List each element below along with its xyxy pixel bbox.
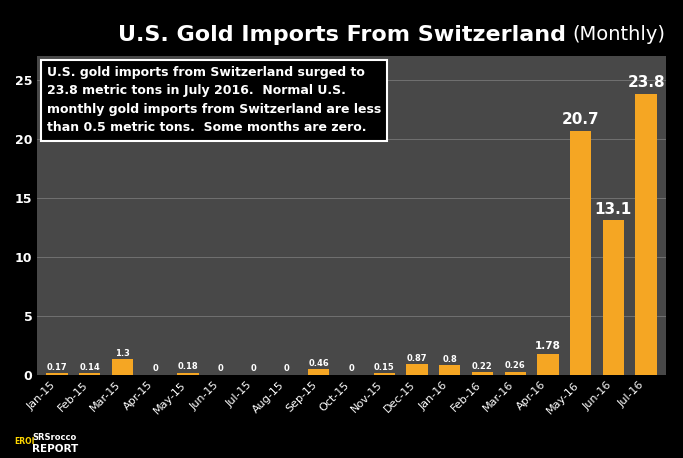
Text: U.S. gold imports from Switzerland surged to
23.8 metric tons in July 2016.  Nor: U.S. gold imports from Switzerland surge…: [47, 66, 381, 134]
Text: 1.78: 1.78: [535, 341, 561, 351]
Bar: [46, 373, 68, 375]
Text: SRSrocco: SRSrocco: [33, 433, 76, 442]
Text: REPORT: REPORT: [31, 444, 78, 454]
Text: EROI: EROI: [14, 437, 35, 447]
Text: 0: 0: [348, 364, 354, 372]
Bar: [406, 365, 428, 375]
Bar: [635, 94, 657, 375]
Bar: [472, 372, 493, 375]
Text: 0: 0: [283, 364, 289, 372]
Bar: [538, 354, 559, 375]
Text: 13.1: 13.1: [595, 202, 632, 217]
Bar: [570, 131, 591, 375]
Bar: [374, 373, 395, 375]
Bar: [308, 369, 329, 375]
Text: U.S. Gold Imports From Switzerland: U.S. Gold Imports From Switzerland: [117, 25, 566, 45]
Bar: [79, 373, 100, 375]
Text: 0.14: 0.14: [79, 363, 100, 372]
Bar: [602, 220, 624, 375]
Bar: [178, 372, 199, 375]
Text: 0.26: 0.26: [505, 361, 525, 371]
Text: 0.15: 0.15: [374, 363, 395, 372]
Text: 0.8: 0.8: [443, 355, 457, 364]
Text: 0: 0: [152, 364, 158, 372]
Bar: [112, 360, 133, 375]
Text: U.S. Gold Imports From Switzerland (Monthly): U.S. Gold Imports From Switzerland (Mont…: [53, 25, 630, 45]
Text: 20.7: 20.7: [562, 112, 600, 127]
Text: 0.87: 0.87: [407, 354, 428, 363]
Text: 0: 0: [218, 364, 223, 372]
Text: 0: 0: [251, 364, 256, 372]
Text: (Monthly): (Monthly): [572, 25, 665, 44]
Bar: [505, 371, 526, 375]
Text: 23.8: 23.8: [627, 76, 665, 90]
Text: 0.17: 0.17: [46, 362, 68, 371]
Text: 0.46: 0.46: [309, 359, 329, 368]
Text: 0.18: 0.18: [178, 362, 198, 371]
Text: 1.3: 1.3: [115, 349, 130, 358]
Bar: [439, 365, 460, 375]
Text: 0.22: 0.22: [472, 362, 493, 371]
